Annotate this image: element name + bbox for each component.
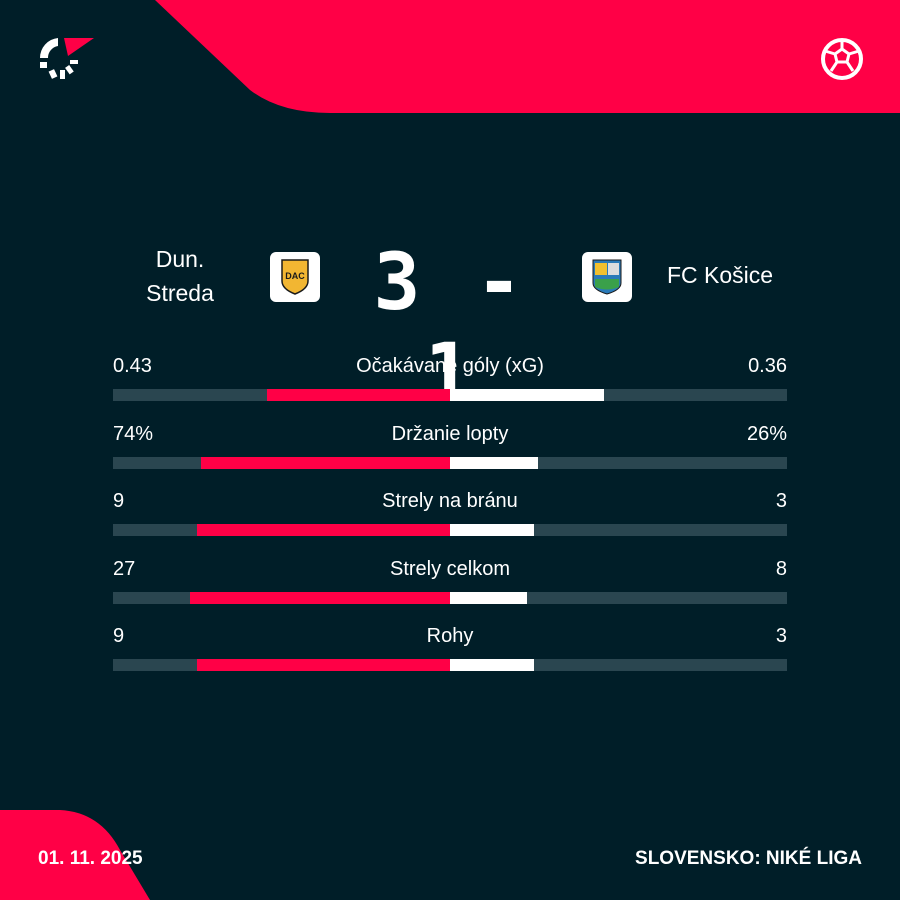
stat-bar-track — [113, 389, 787, 401]
home-stat-value: 74% — [113, 422, 154, 445]
home-stat-value: 0.43 — [113, 355, 152, 377]
competition-name[interactable]: SLOVENSKO: NIKÉ LIGA — [635, 848, 862, 869]
home-team-crest[interactable]: DAC — [270, 252, 320, 302]
away-stat-value: 0.36 — [748, 355, 787, 377]
stat-bar-track — [113, 524, 787, 536]
match-date: 01. 11. 2025 — [38, 848, 143, 869]
away-stat-bar — [450, 591, 528, 604]
home-stat-value: 27 — [113, 557, 136, 580]
home-stat-bar — [266, 389, 450, 401]
stat-row: 9 3 Strely na bránu — [113, 490, 787, 550]
home-team-name[interactable]: Dun. Streda — [120, 242, 240, 310]
stat-bar-track — [113, 591, 787, 604]
home-stat-bar — [197, 524, 450, 536]
match-score: 3 - 1 — [373, 238, 527, 418]
stat-row: 27 8 Strely celkom — [113, 558, 787, 618]
stat-label: Rohy — [426, 625, 474, 647]
home-stat-bar — [197, 659, 450, 671]
home-stat-value: 9 — [113, 625, 125, 647]
home-stat-bar — [190, 591, 450, 604]
stat-bar-track — [113, 659, 787, 671]
stat-bar-track — [113, 456, 787, 469]
away-stat-value: 26% — [746, 422, 787, 445]
away-team-name[interactable]: FC Košice — [666, 262, 774, 288]
away-stat-value: 3 — [775, 490, 787, 512]
stat-label: Strely na bránu — [382, 490, 518, 512]
flashscore-logo-icon[interactable] — [36, 36, 96, 85]
home-name-line2: Streda — [146, 280, 214, 306]
stat-row: 9 3 Rohy — [113, 625, 787, 685]
stat-label: Držanie lopty — [391, 422, 509, 445]
stat-label: Očakávané góly (xG) — [356, 355, 544, 377]
home-name-line1: Dun. — [155, 246, 205, 272]
soccer-ball-icon — [820, 37, 864, 86]
away-team-crest[interactable] — [582, 252, 632, 302]
stat-row: 0.43 0.36 Očakávané góly (xG) — [113, 355, 787, 415]
away-stat-value: 3 — [775, 625, 787, 647]
svg-text:DAC: DAC — [285, 271, 305, 281]
home-stat-value: 9 — [113, 490, 125, 512]
away-stat-bar — [450, 456, 538, 469]
away-stat-bar — [450, 659, 535, 671]
away-stat-bar — [450, 524, 535, 536]
stat-label: Strely celkom — [389, 557, 511, 580]
stat-row: 74% 26% Držanie lopty — [113, 423, 787, 483]
away-stat-value: 8 — [775, 557, 787, 580]
home-stat-bar — [200, 456, 450, 469]
away-stat-bar — [450, 389, 604, 401]
